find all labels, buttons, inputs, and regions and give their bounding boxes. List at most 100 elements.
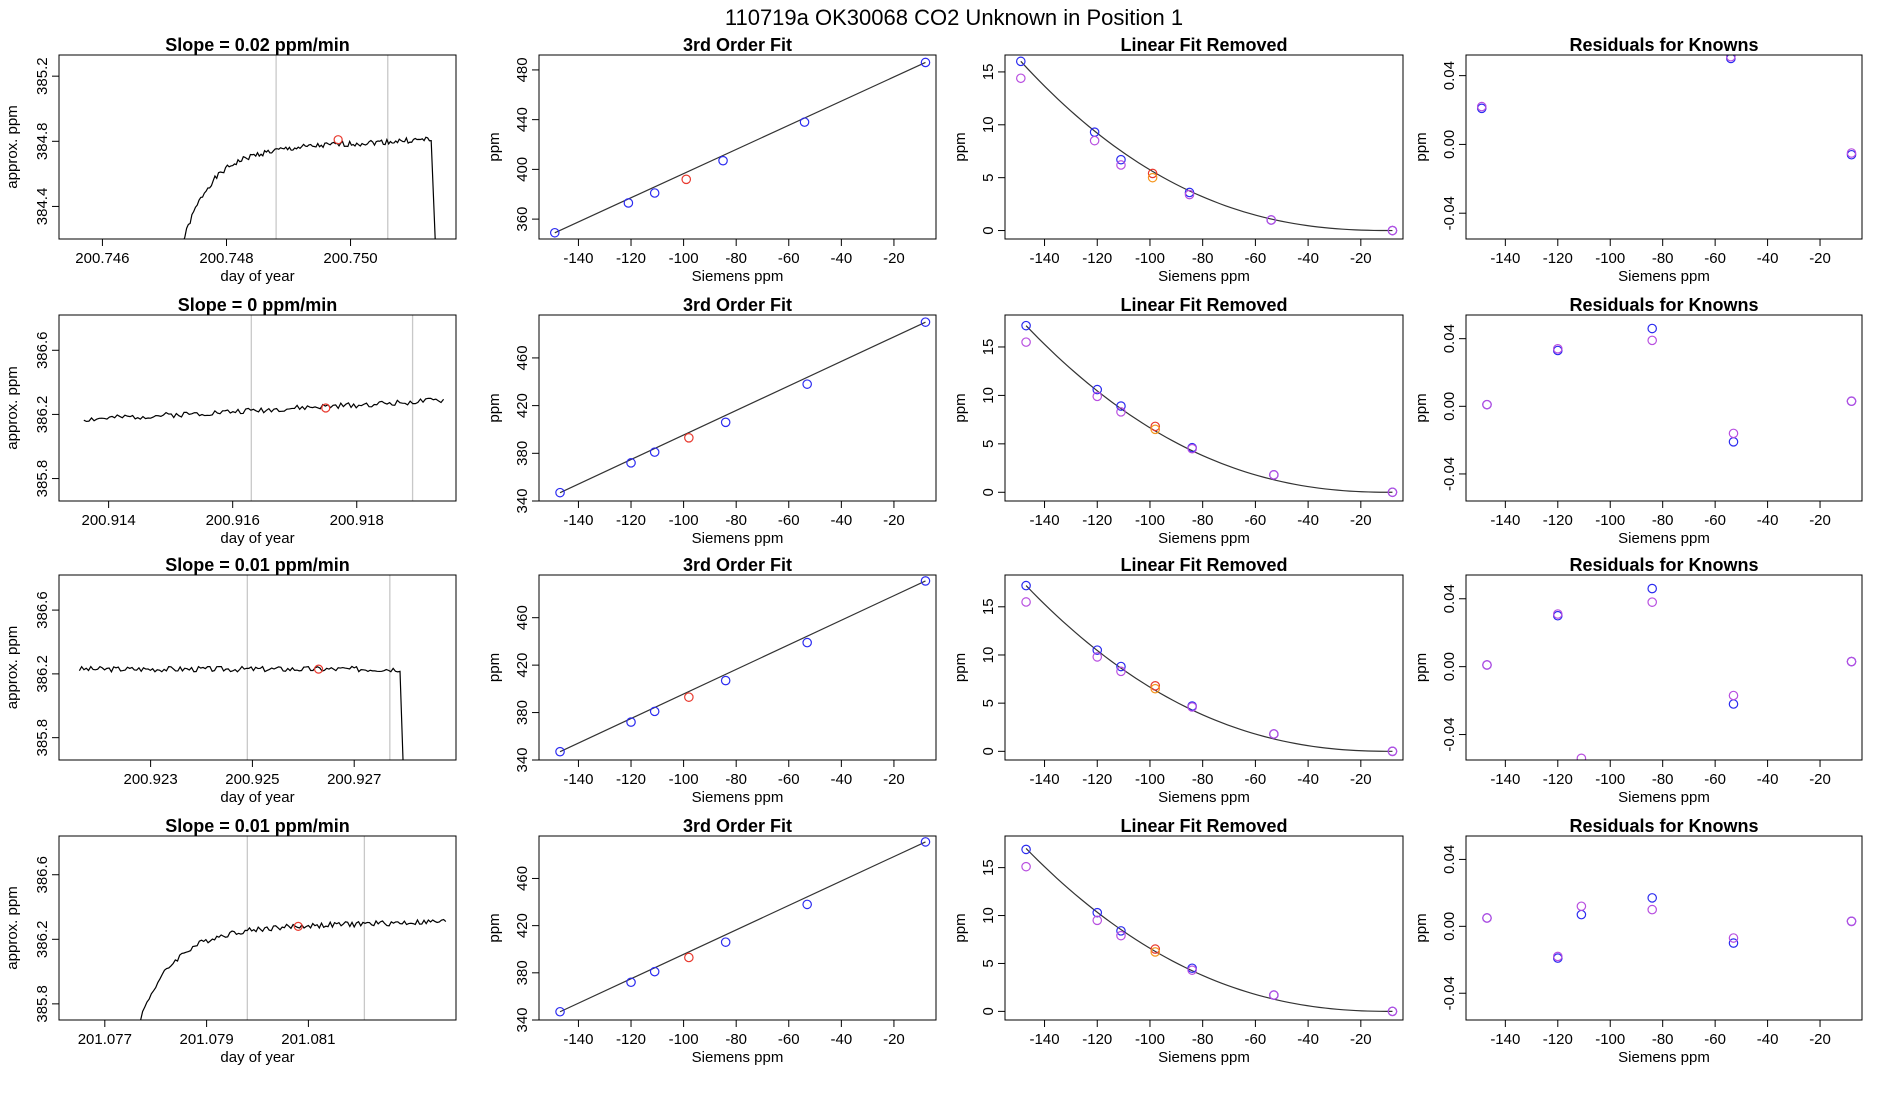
data-point	[1647, 335, 1657, 346]
panel-11: Linear Fit Removed -140 -120 -100 -80 -60 -40 -…	[952, 555, 1404, 806]
y-axis-label: ppm	[952, 653, 969, 682]
data-point	[802, 637, 812, 648]
data-point	[1846, 656, 1857, 667]
data-point	[549, 227, 560, 238]
data-point	[1092, 384, 1103, 395]
data-point	[1482, 399, 1492, 410]
y-tick-label: -0.04	[1441, 457, 1458, 491]
y-axis-label: ppm	[486, 653, 503, 682]
x-tick-label: 200.925	[225, 771, 279, 788]
plot-frame	[1465, 835, 1863, 1021]
x-tick-label: -140	[1490, 771, 1520, 788]
data-point	[1150, 947, 1161, 957]
x-tick-label: -120	[1543, 250, 1573, 267]
data-trace	[182, 136, 436, 239]
plot-frame	[538, 574, 937, 761]
data-point	[1147, 172, 1158, 183]
x-tick-label: -40	[831, 1031, 853, 1048]
data-point	[555, 487, 565, 498]
data-point	[1552, 609, 1563, 619]
x-axis-label: Siemens ppm	[692, 268, 784, 285]
x-tick-label: -80	[1652, 250, 1674, 267]
plot-area	[1021, 844, 1398, 1017]
y-tick-label: 0.00	[1441, 912, 1458, 941]
panel-4: Residuals for Knowns -140 -120 -100 -80 -60 -4…	[1413, 35, 1863, 285]
data-point	[1021, 337, 1031, 347]
y-tick-label: 384.4	[34, 188, 51, 226]
x-axis-label: Siemens ppm	[692, 530, 784, 547]
fit-line	[559, 321, 926, 494]
y-tick-label: 15	[980, 859, 997, 876]
x-tick-label: -140	[1030, 250, 1060, 267]
data-point	[1021, 320, 1031, 331]
plot-frame	[1004, 574, 1404, 761]
y-tick-label: 0.04	[1441, 324, 1458, 353]
x-tick-label: -60	[1704, 1031, 1726, 1048]
x-tick-label: -80	[1192, 1031, 1214, 1048]
plot-area	[139, 836, 447, 1020]
y-tick-label: 10	[980, 647, 997, 664]
marker-point	[321, 403, 331, 413]
plot-frame	[1465, 574, 1863, 761]
panel-title: Linear Fit Removed	[1120, 295, 1287, 315]
x-tick-label: -80	[1192, 771, 1214, 788]
y-tick-label: 386.2	[34, 396, 51, 434]
data-point	[1576, 909, 1587, 920]
data-point	[1266, 215, 1277, 225]
y-axis-label: ppm	[1413, 913, 1430, 942]
plot-area	[555, 576, 931, 757]
data-point	[1846, 916, 1857, 927]
x-tick-label: -20	[1350, 250, 1372, 267]
data-point	[1552, 344, 1563, 354]
data-point	[920, 576, 931, 586]
panel-title: Slope = 0 ppm/min	[178, 295, 338, 315]
plot-frame	[538, 835, 937, 1021]
data-point	[649, 447, 660, 457]
y-axis-label: ppm	[1413, 653, 1430, 682]
x-tick-label: 200.923	[123, 771, 177, 788]
x-tick-label: -140	[1490, 512, 1520, 529]
y-tick-label: 386.6	[34, 332, 51, 370]
x-axis-label: Siemens ppm	[1618, 530, 1710, 547]
x-tick-label: -80	[1652, 771, 1674, 788]
data-point	[1728, 938, 1739, 948]
y-tick-label: 385.8	[34, 460, 51, 498]
x-tick-label: -40	[1297, 1031, 1319, 1048]
x-tick-label: -80	[725, 512, 747, 529]
panel-13: Slope = 0.01 ppm/min 201.077 201.079 201.08…	[4, 816, 457, 1066]
x-tick-label: -120	[1082, 512, 1112, 529]
x-tick-label: -140	[1030, 1031, 1060, 1048]
y-tick-label: 15	[980, 339, 997, 356]
fit-curve	[1025, 325, 1393, 493]
panel-title: 3rd Order Fit	[683, 816, 792, 836]
data-point	[802, 379, 812, 389]
y-axis-label: approx. ppm	[4, 366, 21, 449]
x-tick-label: -120	[1082, 1031, 1112, 1048]
data-point	[1482, 660, 1492, 670]
panel-1: Slope = 0.02 ppm/min 200.746 200.748 200.75…	[4, 35, 457, 285]
x-tick-label: -140	[1030, 512, 1060, 529]
y-axis-label: approx. ppm	[4, 105, 21, 188]
x-tick-label: -40	[1297, 512, 1319, 529]
x-tick-label: -100	[1135, 512, 1165, 529]
y-tick-label: 15	[980, 64, 997, 81]
y-axis-label: approx. ppm	[4, 626, 21, 709]
panel-9: Slope = 0.01 ppm/min 200.923 200.925 200.92…	[4, 555, 457, 806]
x-tick-label: 200.916	[206, 512, 260, 529]
data-point	[1728, 690, 1739, 701]
plot-frame	[1004, 54, 1404, 240]
x-tick-label: -100	[1595, 1031, 1625, 1048]
panel-title: Residuals for Knowns	[1569, 295, 1758, 315]
x-tick-label: -60	[1245, 250, 1267, 267]
panel-15: Linear Fit Removed -140 -120 -100 -80 -60 -40 -…	[952, 816, 1404, 1066]
x-axis-label: day of year	[220, 1049, 294, 1066]
data-point	[1016, 56, 1026, 67]
plot-area	[1482, 583, 1857, 760]
fit-line	[559, 580, 926, 753]
plot-area	[1021, 320, 1398, 498]
data-point	[1728, 699, 1739, 709]
x-tick-label: -80	[725, 1031, 747, 1048]
x-tick-label: 201.081	[281, 1031, 335, 1048]
fit-curve	[1020, 60, 1393, 232]
x-tick-label: -100	[1595, 771, 1625, 788]
